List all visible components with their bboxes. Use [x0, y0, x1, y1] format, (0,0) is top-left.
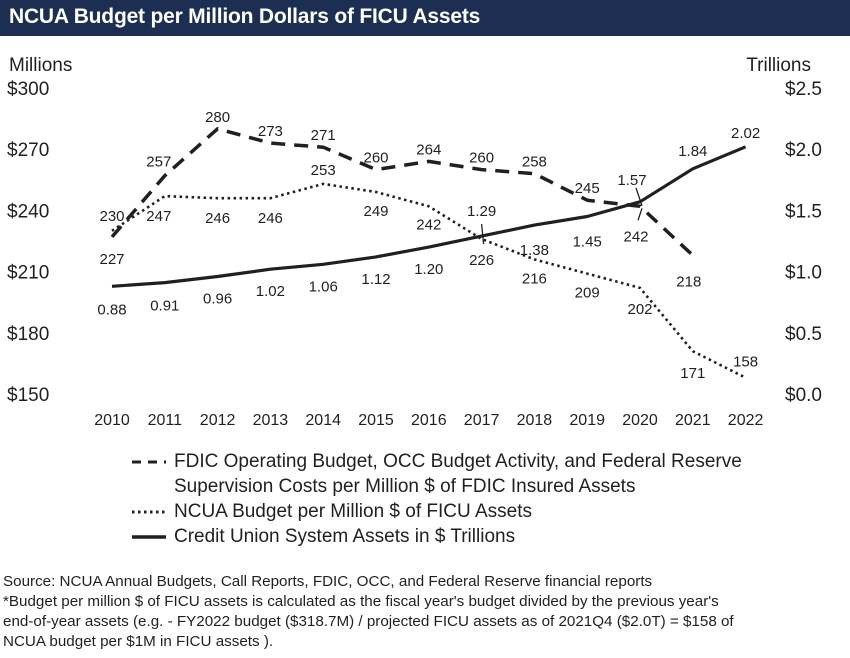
data-label-solid: 2.02	[731, 125, 760, 142]
data-label-dashed: 271	[311, 127, 336, 144]
chart-title: NCUA Budget per Million Dollars of FICU …	[9, 5, 481, 28]
x-axis: 2010 2011 2012 2013 2014 2015 2016 2017 2018 2019…	[94, 412, 763, 429]
leader-line	[635, 187, 643, 207]
left-tick-label: $150	[7, 385, 49, 406]
left-tick-label: $270	[7, 140, 49, 161]
data-label-solid: 1.20	[414, 261, 443, 278]
data-label-dotted: 209	[575, 285, 600, 302]
right-tick-label: $1.0	[785, 263, 822, 284]
right-tick-label: $0.0	[785, 385, 822, 406]
footnote-line-1: *Budget per million $ of FICU assets is …	[3, 593, 719, 610]
data-label-dashed: 218	[676, 273, 701, 290]
x-tick-label: 2014	[305, 412, 341, 429]
legend-label-assets: Credit Union System Assets in $ Trillion…	[174, 526, 516, 547]
data-label-solid: 1.02	[256, 283, 285, 300]
data-label-solid: 0.88	[97, 301, 126, 318]
data-label-dotted: 216	[522, 270, 547, 287]
data-label-dashed: 264	[416, 141, 441, 158]
data-label-dotted: 171	[680, 365, 705, 382]
x-tick-label: 2016	[411, 412, 447, 429]
x-tick-label: 2019	[569, 412, 605, 429]
data-label-solid: 1.45	[573, 234, 602, 251]
data-labels: 227 257 280 273 271 260 264 260 258 245 242 218 230 2…	[97, 109, 760, 382]
data-label-dashed: 245	[575, 180, 600, 197]
data-label-solid: 0.96	[203, 290, 232, 307]
data-label-solid: 1.12	[361, 271, 390, 288]
x-tick-label: 2015	[358, 412, 394, 429]
legend-item-fdic-cont: Supervision Costs per Million $ of FDIC …	[124, 476, 824, 501]
legend-label-ncua: NCUA Budget per Million $ of FICU Assets	[174, 501, 532, 522]
data-label-dashed: 273	[258, 123, 283, 140]
left-tick-label: $210	[7, 263, 49, 284]
right-tick-label: $2.0	[785, 140, 822, 161]
data-label-dotted: 249	[363, 203, 388, 220]
x-tick-label: 2017	[464, 412, 500, 429]
data-label-dashed: 260	[363, 150, 388, 167]
legend-item-fdic: FDIC Operating Budget, OCC Budget Activi…	[124, 451, 824, 476]
series-line-dotted	[111, 182, 747, 379]
data-label-solid: 1.38	[520, 242, 549, 259]
leader-line	[480, 224, 485, 245]
data-label-dashed: 242	[623, 228, 648, 245]
data-label-solid: 1.84	[678, 143, 707, 160]
data-label-solid: 0.91	[150, 298, 179, 315]
data-label-dashed: 258	[522, 154, 547, 171]
x-tick-label: 2021	[675, 412, 711, 429]
data-label-solid: 1.29	[467, 203, 496, 220]
data-label-dashed: 260	[469, 150, 494, 167]
legend-item-ncua: NCUA Budget per Million $ of FICU Assets	[124, 501, 824, 526]
data-label-solid: 1.57	[617, 172, 646, 189]
data-label-dashed: 227	[99, 251, 124, 268]
x-tick-label: 2013	[253, 412, 289, 429]
x-tick-label: 2011	[148, 412, 183, 429]
right-axis: Trillions $2.5 $2.0 $1.5 $1.0 $0.5 $0.0	[746, 55, 822, 406]
data-label-dashed: 257	[146, 154, 171, 171]
source-note: Source: NCUA Annual Budgets, Call Report…	[3, 573, 653, 590]
leader-line	[637, 208, 643, 221]
left-tick-label: $240	[7, 201, 49, 222]
footnote-line-3: NCUA budget per $1M in FICU assets ).	[3, 633, 274, 650]
legend-swatch-dotted	[132, 510, 166, 514]
data-label-dotted: 246	[205, 210, 230, 227]
footnote-line-2: end-of-year assets (e.g. - FY2022 budget…	[3, 613, 734, 630]
data-label-dotted: 202	[627, 301, 652, 318]
left-axis: Millions $300 $270 $240 $210 $180 $150	[7, 55, 72, 406]
data-label-solid: 1.06	[309, 278, 338, 295]
legend: FDIC Operating Budget, OCC Budget Activi…	[124, 451, 824, 551]
left-axis-title: Millions	[9, 55, 72, 76]
left-tick-label: $180	[7, 324, 49, 345]
data-label-dotted: 246	[258, 210, 283, 227]
right-tick-label: $2.5	[785, 79, 822, 100]
data-label-dotted: 247	[146, 208, 171, 225]
left-tick-label: $300	[7, 79, 49, 100]
x-tick-label: 2018	[517, 412, 553, 429]
data-label-dotted: 242	[416, 216, 441, 233]
series-group	[110, 127, 747, 379]
legend-swatch-solid	[132, 535, 166, 539]
x-tick-label: 2022	[728, 412, 764, 429]
title-bar: NCUA Budget per Million Dollars of FICU …	[0, 0, 850, 36]
legend-item-assets: Credit Union System Assets in $ Trillion…	[124, 526, 824, 551]
right-tick-label: $1.5	[785, 201, 822, 222]
legend-swatch-dashed	[132, 460, 166, 464]
x-tick-label: 2020	[622, 412, 658, 429]
data-label-dotted: 226	[469, 252, 494, 269]
series-line-dashed	[110, 127, 694, 257]
data-label-dotted: 253	[311, 162, 336, 179]
legend-label-fdic-line2: Supervision Costs per Million $ of FDIC …	[174, 476, 636, 497]
data-label-dashed: 280	[205, 109, 230, 126]
legend-label-fdic-line1: FDIC Operating Budget, OCC Budget Activi…	[174, 451, 742, 472]
right-tick-label: $0.5	[785, 324, 822, 345]
x-tick-label: 2012	[200, 412, 236, 429]
right-axis-title: Trillions	[746, 55, 811, 76]
chart-area: Millions $300 $270 $240 $210 $180 $150 Trillio…	[7, 55, 822, 429]
data-label-dotted: 230	[99, 208, 124, 225]
x-tick-label: 2010	[94, 412, 130, 429]
footnotes: Source: NCUA Annual Budgets, Call Report…	[3, 572, 848, 652]
data-label-dotted: 158	[733, 354, 758, 371]
